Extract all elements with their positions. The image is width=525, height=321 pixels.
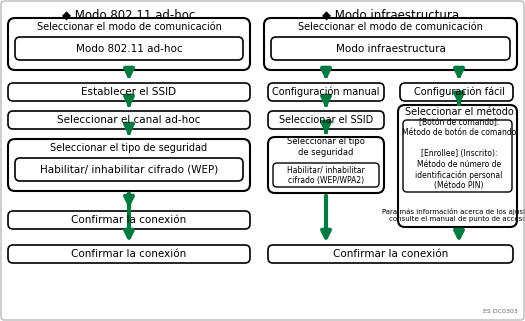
FancyBboxPatch shape xyxy=(8,83,250,101)
Text: Configuración manual: Configuración manual xyxy=(272,87,380,97)
FancyBboxPatch shape xyxy=(8,111,250,129)
FancyBboxPatch shape xyxy=(8,139,250,191)
FancyBboxPatch shape xyxy=(264,18,517,70)
Text: Confirmar la conexión: Confirmar la conexión xyxy=(71,249,186,259)
Text: Seleccionar el tipo de seguridad: Seleccionar el tipo de seguridad xyxy=(50,143,207,153)
Text: ◆ Modo 802.11 ad-hoc: ◆ Modo 802.11 ad-hoc xyxy=(62,9,196,22)
Text: [Botón de comando]:
Método de botón de comando

[Enrollee] (Inscrito):
Método de: [Botón de comando]: Método de botón de c… xyxy=(402,118,516,190)
Text: Seleccionar el canal ad-hoc: Seleccionar el canal ad-hoc xyxy=(57,115,201,125)
Text: Modo 802.11 ad-hoc: Modo 802.11 ad-hoc xyxy=(76,44,182,54)
Text: Para más información acerca de los ajustes,
consulte el manual de punto de acces: Para más información acerca de los ajust… xyxy=(382,208,525,222)
Text: Modo infraestructura: Modo infraestructura xyxy=(335,44,445,54)
FancyBboxPatch shape xyxy=(268,245,513,263)
Text: ES DC0303: ES DC0303 xyxy=(483,309,518,314)
Text: Seleccionar el tipo
de seguridad: Seleccionar el tipo de seguridad xyxy=(287,137,365,157)
FancyBboxPatch shape xyxy=(403,120,512,192)
FancyBboxPatch shape xyxy=(8,245,250,263)
Text: Confirmar la conexión: Confirmar la conexión xyxy=(333,249,448,259)
Text: Confirmar la conexión: Confirmar la conexión xyxy=(71,215,186,225)
FancyBboxPatch shape xyxy=(400,83,513,101)
FancyBboxPatch shape xyxy=(268,83,384,101)
FancyBboxPatch shape xyxy=(15,158,243,181)
Text: Habilitar/ inhabilitar cifrado (WEP): Habilitar/ inhabilitar cifrado (WEP) xyxy=(40,164,218,175)
FancyBboxPatch shape xyxy=(268,137,384,193)
Text: Seleccionar el modo de comunicación: Seleccionar el modo de comunicación xyxy=(37,22,222,32)
Text: Configuración fácil: Configuración fácil xyxy=(414,87,505,97)
Text: Establecer el SSID: Establecer el SSID xyxy=(81,87,176,97)
FancyBboxPatch shape xyxy=(8,211,250,229)
FancyBboxPatch shape xyxy=(273,163,379,187)
FancyBboxPatch shape xyxy=(268,111,384,129)
FancyBboxPatch shape xyxy=(8,18,250,70)
FancyBboxPatch shape xyxy=(15,37,243,60)
Text: Seleccionar el modo de comunicación: Seleccionar el modo de comunicación xyxy=(298,22,483,32)
FancyBboxPatch shape xyxy=(398,105,517,227)
Text: Habilitar/ inhabilitar
cifrado (WEP/WPA2): Habilitar/ inhabilitar cifrado (WEP/WPA2… xyxy=(287,165,365,185)
FancyBboxPatch shape xyxy=(271,37,510,60)
Text: Seleccionar el método: Seleccionar el método xyxy=(405,107,513,117)
Text: ◆ Modo infraestructura: ◆ Modo infraestructura xyxy=(322,9,459,22)
Text: Seleccionar el SSID: Seleccionar el SSID xyxy=(279,115,373,125)
